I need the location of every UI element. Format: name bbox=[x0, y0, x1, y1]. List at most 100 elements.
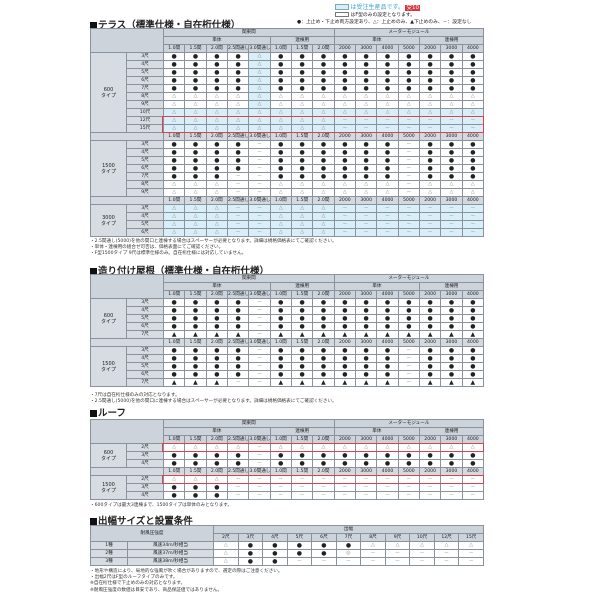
availability-cell: △ bbox=[184, 92, 207, 101]
availability-cell: ● bbox=[184, 172, 207, 181]
availability-cell: △ bbox=[226, 108, 250, 117]
availability-cell: － bbox=[440, 220, 463, 229]
availability-cell: ● bbox=[290, 354, 314, 363]
availability-cell: △ bbox=[433, 541, 460, 550]
type-label: 1500 タイプ bbox=[90, 140, 127, 197]
column-header-row: 1.0間 1.5間 2.0間 2.5間通し 3.0間通し 1.0間 1.5間 2.0間 2000… bbox=[90, 132, 485, 141]
availability-cell: △ bbox=[184, 124, 207, 133]
availability-table: 関東間 メーターモジュール 単体 連棟用 単体 連棟用 1.0間 1.5間 2.0間 2.5間通し… bbox=[90, 28, 485, 237]
availability-cell: ● bbox=[397, 298, 420, 307]
availability-cell: △ bbox=[205, 220, 228, 229]
availability-cell: ● bbox=[354, 370, 378, 379]
availability-cell: ● bbox=[205, 483, 228, 492]
availability-cell: △ bbox=[440, 188, 463, 197]
availability-cell: △ bbox=[440, 92, 463, 101]
availability-cell: ● bbox=[312, 156, 335, 165]
availability-cell: － bbox=[461, 475, 485, 484]
availability-cell: － bbox=[286, 557, 313, 566]
column-header: 2000 bbox=[418, 435, 442, 444]
availability-cell: △ bbox=[461, 100, 485, 109]
availability-cell: △ bbox=[312, 116, 335, 125]
column-header: 4000 bbox=[461, 196, 485, 205]
availability-cell: ● bbox=[440, 362, 463, 371]
availability-cell: △ bbox=[162, 100, 186, 109]
availability-cell: ● bbox=[333, 306, 357, 315]
availability-cell: △ bbox=[397, 108, 420, 117]
table-row: 4尺 ● ● ● ● － ● ● ● ● ● ● ● ● ● ● bbox=[91, 459, 485, 468]
availability-cell: △ bbox=[269, 204, 292, 213]
section-title: 出幅サイズと設置条件 bbox=[90, 513, 193, 527]
availability-cell: △ bbox=[333, 100, 357, 109]
column-header: 3000 bbox=[354, 132, 378, 141]
grade-label: 2種 bbox=[90, 549, 128, 558]
column-header: 5000 bbox=[397, 196, 420, 205]
availability-cell: ● bbox=[354, 172, 378, 181]
availability-cell: － bbox=[312, 491, 335, 500]
availability-cell: ● bbox=[354, 68, 378, 77]
availability-cell: － bbox=[458, 557, 484, 566]
availability-cell: － bbox=[440, 483, 463, 492]
availability-cell: ● bbox=[226, 164, 250, 173]
availability-cell: △ bbox=[418, 443, 442, 452]
availability-cell: ● bbox=[269, 148, 292, 157]
availability-cell: △ bbox=[269, 443, 292, 452]
column-header: 2尺 bbox=[213, 533, 239, 542]
column-header: 3000 bbox=[440, 338, 463, 347]
table-row: 4尺 ● ● ● ● － ● ● ● ● ● ● － ● ● ● bbox=[91, 354, 485, 363]
availability-cell: ● bbox=[333, 172, 357, 181]
column-header: 3000 bbox=[354, 435, 378, 444]
availability-cell: △ bbox=[162, 475, 186, 484]
availability-cell: － bbox=[226, 180, 250, 189]
type-number: 3000 bbox=[102, 214, 115, 221]
availability-cell: ● bbox=[205, 52, 228, 61]
column-header: 1.0間 bbox=[269, 132, 292, 141]
availability-cell: △ bbox=[248, 100, 271, 109]
column-header: 2000 bbox=[333, 467, 357, 476]
availability-cell: ● bbox=[205, 164, 228, 173]
availability-cell: － bbox=[226, 475, 250, 484]
availability-cell: － bbox=[333, 116, 357, 125]
availability-cell: ▲ bbox=[461, 378, 485, 387]
availability-cell: △ bbox=[440, 443, 463, 452]
availability-cell: ● bbox=[418, 172, 442, 181]
availability-cell: △ bbox=[205, 204, 228, 213]
availability-cell: ● bbox=[333, 314, 357, 323]
column-header: 5000 bbox=[397, 467, 420, 476]
size-label: 7尺 bbox=[126, 330, 164, 339]
availability-cell: ● bbox=[354, 76, 378, 85]
type-label: 600 タイプ bbox=[90, 298, 127, 339]
type-number: 1500 bbox=[102, 360, 115, 367]
availability-cell: ● bbox=[461, 451, 485, 460]
availability-cell: ● bbox=[205, 172, 228, 181]
availability-cell: ● bbox=[184, 451, 207, 460]
availability-cell: － bbox=[354, 475, 378, 484]
availability-cell: ● bbox=[205, 491, 228, 500]
availability-cell: ● bbox=[354, 322, 378, 331]
availability-cell: ● bbox=[312, 370, 335, 379]
availability-cell: － bbox=[418, 220, 442, 229]
column-header: 2.0間 bbox=[205, 338, 228, 347]
size-label: 9尺 bbox=[126, 188, 164, 197]
availability-cell: △ bbox=[184, 443, 207, 452]
availability-cell: ● bbox=[205, 370, 228, 379]
note: ※耐風圧強度の数値は目安であり、商品保証値ではありません。 bbox=[90, 587, 223, 593]
availability-cell: － bbox=[461, 491, 485, 500]
note: ・単体・連棟用の組合せ可否は、価格表面にてご確認ください。 bbox=[90, 245, 224, 251]
column-header: 2000 bbox=[418, 44, 442, 53]
availability-cell: － bbox=[269, 475, 292, 484]
availability-cell: － bbox=[248, 220, 271, 229]
column-header: 5尺 bbox=[286, 533, 313, 542]
table-row: 3種 風速38m/秒相当 △ ● ● －－－－－－－－ bbox=[90, 557, 484, 566]
availability-cell: － bbox=[440, 124, 463, 133]
availability-cell: △ bbox=[440, 100, 463, 109]
availability-cell: ● bbox=[418, 60, 442, 69]
availability-cell: ● bbox=[184, 306, 207, 315]
availability-cell: ● bbox=[418, 52, 442, 61]
column-header: 3.0間通し bbox=[248, 290, 271, 299]
note: ・地形や構造により、局地的な強風が吹く場合がありますので、選定の際はご注意くださ… bbox=[90, 569, 283, 574]
availability-cell: △ bbox=[354, 180, 378, 189]
availability-cell: ● bbox=[418, 148, 442, 157]
availability-cell: ● bbox=[184, 52, 207, 61]
availability-cell: ● bbox=[440, 60, 463, 69]
availability-cell: － bbox=[397, 148, 420, 157]
